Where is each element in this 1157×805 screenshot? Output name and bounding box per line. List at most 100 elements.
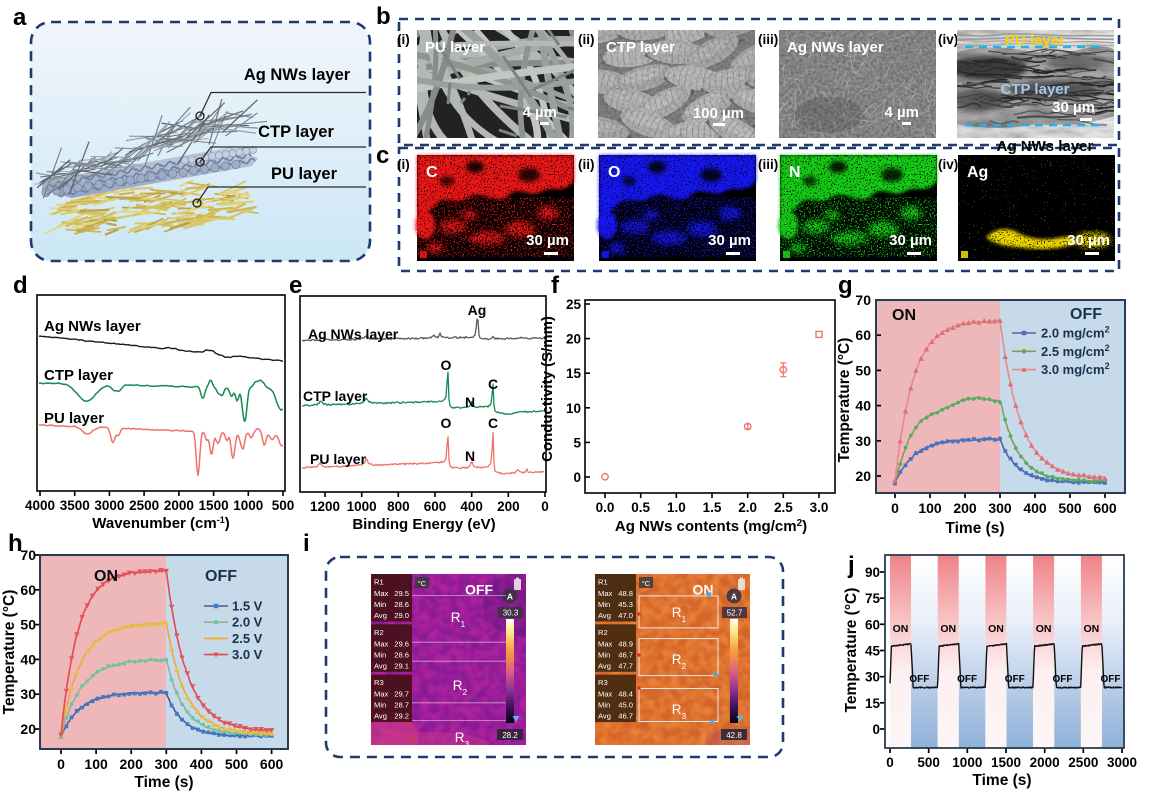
svg-text:OFF: OFF xyxy=(1005,674,1025,685)
svg-text:R2: R2 xyxy=(374,628,384,637)
svg-text:CTP layer: CTP layer xyxy=(606,39,675,56)
svg-text:50: 50 xyxy=(855,362,871,378)
svg-text:2.0 mg/cm2: 2.0 mg/cm2 xyxy=(1041,325,1110,341)
svg-text:(i): (i) xyxy=(397,32,410,47)
svg-text:400: 400 xyxy=(190,756,214,772)
svg-text:200: 200 xyxy=(953,500,977,516)
svg-text:3.0: 3.0 xyxy=(810,500,829,515)
svg-text:1000: 1000 xyxy=(233,498,263,513)
svg-text:(iv): (iv) xyxy=(938,157,958,172)
svg-text:R3: R3 xyxy=(598,678,608,687)
svg-text:45: 45 xyxy=(865,644,881,659)
svg-text:29.1: 29.1 xyxy=(394,661,409,670)
svg-text:Max: Max xyxy=(598,639,613,648)
svg-text:OFF: OFF xyxy=(1101,674,1121,685)
svg-text:29.7: 29.7 xyxy=(394,690,409,699)
svg-text:300: 300 xyxy=(988,500,1012,516)
svg-text:3000: 3000 xyxy=(1107,755,1137,770)
svg-text:Min: Min xyxy=(598,650,610,659)
svg-text:f: f xyxy=(551,272,560,299)
svg-text:200: 200 xyxy=(120,756,144,772)
svg-text:A: A xyxy=(731,592,737,602)
svg-text:R1: R1 xyxy=(374,578,384,587)
svg-text:i: i xyxy=(303,530,310,557)
svg-text:30 µm: 30 µm xyxy=(526,232,569,249)
svg-text:Max: Max xyxy=(374,639,389,648)
svg-text:Max: Max xyxy=(374,589,389,598)
svg-text:Binding Energy (eV): Binding Energy (eV) xyxy=(352,516,495,533)
svg-text:30.3: 30.3 xyxy=(503,609,519,618)
svg-text:29.2: 29.2 xyxy=(394,712,409,721)
svg-text:Ag: Ag xyxy=(468,302,487,318)
svg-text:20: 20 xyxy=(20,721,36,737)
svg-text:A: A xyxy=(507,592,513,602)
svg-text:47.7: 47.7 xyxy=(618,661,633,670)
svg-text:30 µm: 30 µm xyxy=(1052,99,1095,116)
svg-text:1.0: 1.0 xyxy=(667,500,686,515)
svg-text:Ag NWs layer: Ag NWs layer xyxy=(244,66,351,84)
svg-text:j: j xyxy=(847,552,855,579)
svg-text:(i): (i) xyxy=(397,157,410,172)
svg-text:52.7: 52.7 xyxy=(727,609,743,618)
svg-text:C: C xyxy=(488,376,498,392)
svg-text:g: g xyxy=(838,272,853,299)
svg-text:4 µm: 4 µm xyxy=(885,104,920,121)
svg-text:Ag NWs contents (mg/cm2): Ag NWs contents (mg/cm2) xyxy=(615,518,807,536)
svg-text:4 µm: 4 µm xyxy=(523,104,558,121)
svg-text:c: c xyxy=(376,142,389,169)
svg-text:100: 100 xyxy=(918,500,942,516)
svg-text:40: 40 xyxy=(20,651,36,667)
svg-text:Conductivity (S/mm): Conductivity (S/mm) xyxy=(539,316,556,462)
svg-text:0: 0 xyxy=(891,500,899,516)
svg-text:3.0 mg/cm2: 3.0 mg/cm2 xyxy=(1041,361,1110,377)
svg-text:Max: Max xyxy=(598,690,613,699)
svg-text:R1: R1 xyxy=(598,578,608,587)
svg-text:40: 40 xyxy=(855,398,871,414)
svg-text:48.9: 48.9 xyxy=(618,639,633,648)
svg-text:C: C xyxy=(426,164,438,181)
svg-text:Avg: Avg xyxy=(598,611,611,620)
svg-text:d: d xyxy=(13,272,28,299)
svg-text:20: 20 xyxy=(566,332,581,347)
svg-text:ON: ON xyxy=(988,623,1004,635)
svg-text:Max: Max xyxy=(598,589,613,598)
svg-text:0: 0 xyxy=(541,499,549,514)
svg-text:Min: Min xyxy=(374,600,386,609)
svg-text:ON: ON xyxy=(1083,623,1099,635)
svg-text:1200: 1200 xyxy=(310,499,340,514)
svg-text:Avg: Avg xyxy=(374,661,387,670)
svg-text:46.7: 46.7 xyxy=(618,712,633,721)
svg-text:60: 60 xyxy=(20,582,36,598)
svg-text:R3: R3 xyxy=(374,678,384,687)
svg-text:2.5 V: 2.5 V xyxy=(232,631,263,646)
svg-text:b: b xyxy=(376,3,391,30)
svg-text:3.0 V: 3.0 V xyxy=(232,647,263,662)
svg-text:28.6: 28.6 xyxy=(394,600,409,609)
svg-text:CTP layer: CTP layer xyxy=(258,123,334,141)
svg-text:10: 10 xyxy=(566,401,581,416)
svg-text:30: 30 xyxy=(855,433,871,449)
svg-text:600: 600 xyxy=(260,756,284,772)
svg-text:25: 25 xyxy=(566,297,582,312)
svg-text:CTP layer: CTP layer xyxy=(303,388,368,404)
svg-text:Temperature (°C): Temperature (°C) xyxy=(843,588,860,713)
svg-text:0.5: 0.5 xyxy=(631,500,650,515)
svg-text:ON: ON xyxy=(1036,623,1052,635)
svg-text:60: 60 xyxy=(855,327,871,343)
svg-text:C: C xyxy=(488,415,498,431)
svg-text:30 µm: 30 µm xyxy=(889,232,932,249)
svg-text:2500: 2500 xyxy=(1068,755,1098,770)
svg-text:500: 500 xyxy=(917,755,940,770)
svg-text:Min: Min xyxy=(598,600,610,609)
svg-text:300: 300 xyxy=(155,756,179,772)
svg-text:ON: ON xyxy=(893,623,909,635)
svg-text:29.0: 29.0 xyxy=(394,611,409,620)
svg-text:42.8: 42.8 xyxy=(726,731,742,740)
svg-text:(ii): (ii) xyxy=(578,32,595,47)
svg-text:a: a xyxy=(13,4,27,31)
svg-text:(iii): (iii) xyxy=(758,32,778,47)
svg-text:29.6: 29.6 xyxy=(394,639,409,648)
svg-text:90: 90 xyxy=(865,565,880,580)
svg-text:OFF: OFF xyxy=(1070,306,1102,323)
svg-text:15: 15 xyxy=(566,366,582,381)
